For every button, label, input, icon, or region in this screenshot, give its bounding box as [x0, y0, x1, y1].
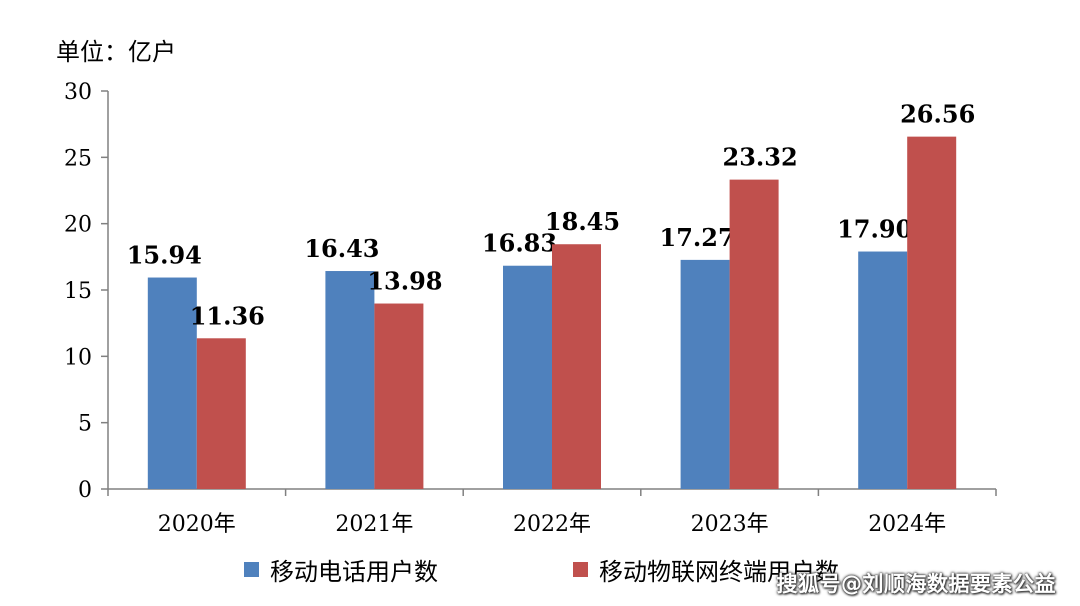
legend-swatch — [573, 562, 588, 577]
x-tick-label: 2022年 — [513, 512, 591, 537]
data-label: 16.83 — [482, 229, 557, 258]
bar-iot-terminal — [729, 179, 779, 489]
bar-mobile-phone — [503, 265, 552, 489]
bar-iot-terminal — [552, 244, 601, 489]
data-label: 13.98 — [367, 267, 442, 296]
data-label: 26.56 — [900, 100, 975, 129]
bar-mobile-phone — [147, 277, 197, 489]
y-tick-label: 30 — [64, 80, 92, 105]
y-tick-label: 20 — [64, 213, 92, 238]
x-tick-label: 2021年 — [335, 512, 413, 537]
bar-mobile-phone — [325, 271, 375, 489]
data-label: 18.45 — [545, 207, 620, 236]
x-tick-label: 2020年 — [158, 512, 236, 537]
watermark: 搜狐号@刘顺海数据要素公益 — [776, 572, 1056, 596]
data-label: 11.36 — [190, 301, 265, 330]
x-tick-label: 2023年 — [691, 512, 769, 537]
legend-label: 移动物联网终端用户数 — [599, 558, 839, 586]
data-label: 17.27 — [660, 223, 735, 252]
x-tick-label: 2024年 — [868, 512, 946, 537]
y-tick-label: 25 — [64, 146, 92, 171]
data-label: 16.43 — [304, 234, 379, 263]
bar-mobile-phone — [680, 259, 730, 489]
y-tick-label: 0 — [78, 478, 92, 503]
data-label: 17.90 — [837, 215, 912, 244]
data-label: 15.94 — [127, 241, 202, 270]
bar-iot-terminal — [374, 303, 424, 489]
bar-iot-terminal — [196, 338, 246, 489]
legend-swatch — [244, 562, 259, 577]
unit-label: 单位：亿户 — [56, 38, 176, 66]
data-label: 23.32 — [723, 143, 798, 172]
y-tick-label: 15 — [64, 279, 92, 304]
bar-iot-terminal — [907, 136, 957, 489]
legend-label: 移动电话用户数 — [270, 558, 438, 586]
y-tick-label: 10 — [64, 345, 92, 370]
y-tick-label: 5 — [78, 412, 92, 437]
bar-mobile-phone — [858, 251, 908, 489]
